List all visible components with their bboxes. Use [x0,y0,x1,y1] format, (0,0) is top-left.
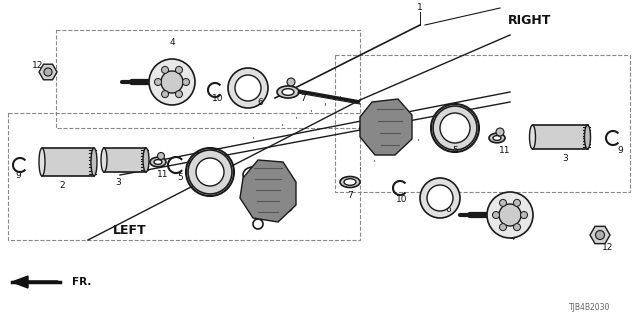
Ellipse shape [487,192,533,238]
Ellipse shape [420,178,460,218]
Ellipse shape [493,136,501,140]
Circle shape [161,91,168,98]
Ellipse shape [150,157,166,167]
Text: 2: 2 [59,180,65,189]
Polygon shape [590,226,610,244]
Text: RIGHT: RIGHT [508,13,552,27]
Ellipse shape [440,113,470,143]
Ellipse shape [161,71,183,93]
Circle shape [175,91,182,98]
Ellipse shape [39,148,45,176]
Text: 12: 12 [602,243,614,252]
Text: 6: 6 [445,205,451,214]
Text: 11: 11 [499,146,511,155]
Text: 9: 9 [617,146,623,155]
Text: 1: 1 [417,3,423,12]
Text: 3: 3 [115,178,121,187]
Ellipse shape [235,75,261,101]
Text: 10: 10 [212,93,224,102]
Bar [104,148,146,172]
Polygon shape [39,64,57,80]
Ellipse shape [277,86,299,98]
Ellipse shape [584,125,591,149]
Circle shape [182,78,189,85]
Ellipse shape [143,148,149,172]
Text: 7: 7 [300,93,306,102]
Circle shape [513,224,520,231]
Text: 8: 8 [372,143,378,153]
Text: 6: 6 [257,98,263,107]
Circle shape [496,128,504,136]
Ellipse shape [228,68,268,108]
Ellipse shape [101,148,107,172]
Polygon shape [240,160,296,222]
Ellipse shape [344,179,356,185]
Text: 12: 12 [32,60,44,69]
Text: 10: 10 [396,196,408,204]
Circle shape [513,199,520,206]
Text: LEFT: LEFT [113,223,147,236]
Text: FR.: FR. [72,277,92,287]
Circle shape [499,199,506,206]
Ellipse shape [340,177,360,188]
Circle shape [493,212,499,219]
Text: 7: 7 [347,190,353,199]
Bar [532,125,588,149]
Ellipse shape [91,148,97,176]
Text: 3: 3 [562,154,568,163]
Text: 5: 5 [452,146,458,155]
Text: 9: 9 [15,171,21,180]
Ellipse shape [188,150,232,194]
Ellipse shape [433,106,477,150]
Polygon shape [360,99,412,155]
Circle shape [520,212,527,219]
Circle shape [499,224,506,231]
Circle shape [154,78,161,85]
Ellipse shape [282,89,294,95]
Ellipse shape [154,160,162,164]
Text: TJB4B2030: TJB4B2030 [570,303,611,313]
Circle shape [175,66,182,73]
Ellipse shape [196,158,224,186]
Circle shape [44,68,52,76]
Ellipse shape [149,59,195,105]
Polygon shape [12,276,28,288]
Bar [42,148,94,176]
Circle shape [161,66,168,73]
Circle shape [157,153,164,159]
Ellipse shape [529,125,536,149]
Text: 5: 5 [177,172,183,181]
Circle shape [287,78,295,86]
Text: 4: 4 [169,37,175,46]
Text: 4: 4 [509,234,515,243]
Ellipse shape [499,204,521,226]
Circle shape [595,230,605,239]
Ellipse shape [427,185,453,211]
Text: 8: 8 [275,207,281,217]
Text: 11: 11 [157,170,169,179]
Ellipse shape [489,133,505,143]
